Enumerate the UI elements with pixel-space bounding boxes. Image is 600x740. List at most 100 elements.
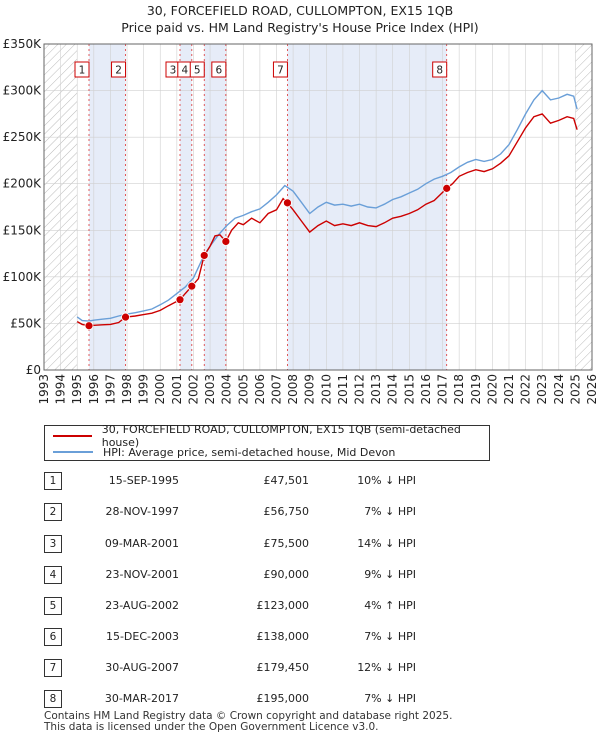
row-date: 30-MAR-2017 [104, 692, 179, 705]
row-number: 6 [44, 628, 62, 646]
row-number: 3 [44, 535, 62, 553]
row-date: 30-AUG-2007 [105, 661, 179, 674]
sale-point [175, 295, 185, 305]
x-tick-label: 2021 [502, 374, 516, 405]
sale-number-label: 5 [194, 65, 201, 77]
row-price: £47,501 [263, 474, 310, 487]
y-axis-ticks: £0 £50K £100K £150K £200K £250K £300K £350K [3, 37, 43, 377]
x-tick-label: 2000 [153, 374, 167, 405]
sale-number-box-frame [189, 61, 205, 78]
x-tick-label: 2009 [303, 374, 317, 405]
x-tick-label: 2007 [269, 374, 283, 405]
legend-swatch-property [53, 435, 92, 437]
row-number: 8 [44, 690, 62, 708]
row-price: £179,450 [256, 661, 310, 674]
x-tick-label: 2006 [253, 374, 267, 405]
sale-number-box: 7 [272, 61, 288, 78]
sale-number-box-frame [74, 61, 90, 78]
footer: Contains HM Land Registry data © Crown c… [44, 711, 452, 733]
row-hpi: 7% ↓ HPI [364, 630, 416, 643]
x-tick-label: 2008 [286, 374, 300, 405]
row-number: 1 [44, 472, 62, 490]
x-tick-label: 2025 [568, 374, 582, 405]
sale-number-box: 8 [432, 61, 448, 78]
sale-point [84, 321, 94, 331]
x-tick-label: 1998 [120, 374, 134, 405]
row-price: £56,750 [263, 505, 310, 518]
y-tick-label: £300K [3, 84, 43, 98]
x-tick-label: 2005 [236, 374, 250, 405]
shaded-period [180, 44, 192, 370]
x-tick-label: 2026 [585, 374, 599, 405]
x-tick-label: 2024 [552, 374, 566, 405]
series-lines [76, 89, 578, 327]
sale-number-box-frame [272, 61, 288, 78]
y-tick-label: £100K [3, 270, 43, 284]
sale-point [283, 198, 292, 208]
row-hpi: 14% ↓ HPI [357, 537, 416, 550]
row-hpi: 7% ↓ HPI [364, 692, 416, 705]
x-tick-label: 2012 [353, 374, 367, 405]
row-date: 23-NOV-2001 [105, 568, 179, 581]
row-hpi: 4% ↑ HPI [364, 599, 416, 612]
series-line-property [76, 113, 578, 327]
sale-number-label: 3 [170, 65, 177, 77]
footer-copyright: Contains HM Land Registry data © Crown c… [44, 710, 453, 722]
price-chart: 30, FORCEFIELD ROAD, CULLOMPTON, EX15 1Q… [3, 3, 599, 405]
row-date: 15-SEP-1995 [108, 474, 179, 487]
x-tick-label: 1994 [54, 374, 68, 405]
legend-item-hpi: HPI: Average price, semi-detached house,… [53, 444, 395, 460]
x-tick-label: 2020 [485, 374, 499, 405]
row-number: 4 [44, 566, 62, 584]
x-tick-label: 1996 [87, 374, 101, 405]
sale-point [442, 183, 452, 193]
x-tick-label: 2001 [170, 374, 184, 405]
legend-swatch-hpi [53, 451, 93, 453]
table-row: 2 28-NOV-1997 £56,750 7% ↓ HPI [44, 503, 444, 523]
x-tick-label: 2002 [186, 374, 200, 405]
x-tick-label: 2022 [519, 374, 533, 405]
sale-point [199, 251, 209, 260]
table-row: 5 23-AUG-2002 £123,000 4% ↑ HPI [44, 597, 444, 617]
series-line-hpi [76, 89, 578, 322]
y-tick-label: £150K [3, 223, 43, 237]
sale-number-box-frame [432, 61, 448, 78]
legend: 30, FORCEFIELD ROAD, CULLOMPTON, EX15 1Q… [44, 423, 490, 461]
row-date: 23-AUG-2002 [105, 599, 179, 612]
sale-point [221, 237, 231, 246]
footer-licence: This data is licensed under the Open Gov… [44, 721, 379, 733]
row-price: £138,000 [256, 630, 310, 643]
x-tick-label: 2013 [369, 374, 383, 405]
x-tick-label: 1999 [137, 374, 151, 405]
row-hpi: 9% ↓ HPI [364, 568, 416, 581]
row-number: 5 [44, 597, 62, 615]
table-row: 1 15-SEP-1995 £47,501 10% ↓ HPI [44, 472, 444, 492]
row-price: £75,500 [263, 537, 310, 550]
sale-number-box: 5 [189, 61, 205, 78]
sale-number-label: 4 [181, 65, 188, 77]
y-tick-label: £50K [10, 316, 42, 330]
x-tick-label: 1995 [70, 374, 84, 405]
row-hpi: 10% ↓ HPI [357, 474, 416, 487]
row-price: £123,000 [256, 599, 310, 612]
sale-number-box: 6 [211, 61, 227, 78]
hatched-region-after [575, 44, 592, 370]
x-tick-label: 2019 [469, 374, 483, 405]
sale-number-label: 6 [215, 65, 222, 77]
x-tick-label: 2003 [203, 374, 217, 405]
x-tick-label: 2010 [319, 374, 333, 405]
row-hpi: 7% ↓ HPI [364, 505, 416, 518]
x-axis-ticks: 1993 1994 1995 1996 1997 1998 1999 2000 2001 2002… [37, 374, 599, 405]
sale-number-box: 2 [111, 61, 127, 78]
sale-number-box-frame [211, 61, 227, 78]
row-price: £195,000 [256, 692, 310, 705]
row-number: 7 [44, 659, 62, 677]
y-tick-label: £350K [3, 37, 43, 51]
table-row: 3 09-MAR-2001 £75,500 14% ↓ HPI [44, 535, 444, 555]
plot-frame [43, 43, 593, 371]
sale-number-label: 8 [436, 65, 443, 77]
sale-number-label: 1 [79, 65, 86, 77]
table-row: 4 23-NOV-2001 £90,000 9% ↓ HPI [44, 566, 444, 586]
table-row: 8 30-MAR-2017 £195,000 7% ↓ HPI [44, 690, 444, 710]
sale-number-box: 4 [177, 61, 193, 78]
